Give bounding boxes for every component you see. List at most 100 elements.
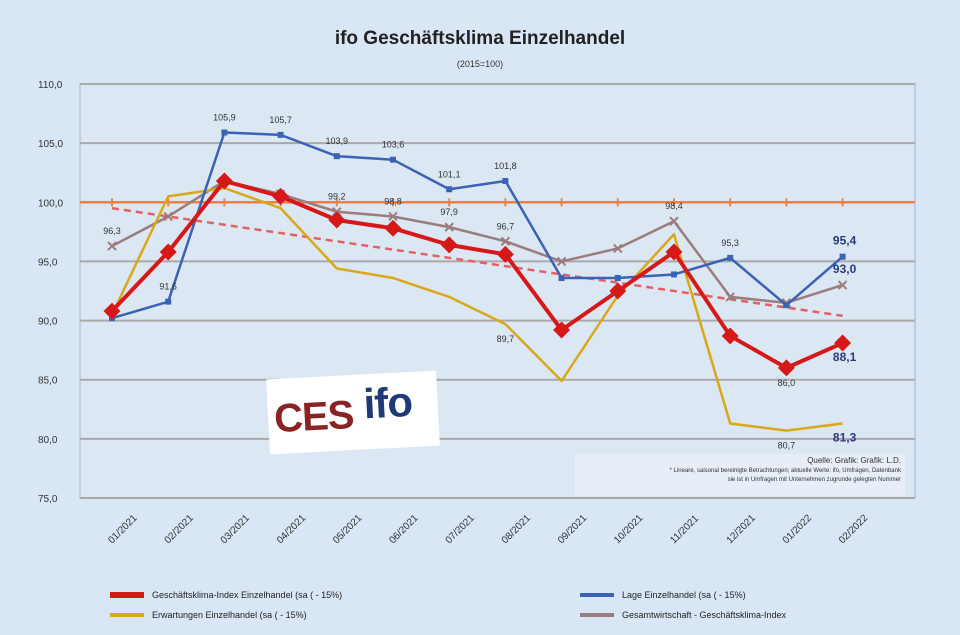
- legend-swatch: [580, 593, 614, 597]
- data-point: [727, 254, 734, 261]
- y-tick-label: 80,0: [38, 435, 58, 446]
- x-tick-label: 11/2021: [668, 513, 701, 546]
- legend-label: Lage Einzelhandel (sa ( - 15%): [622, 590, 746, 600]
- legend-swatch: [110, 592, 144, 598]
- data-point: [328, 211, 346, 229]
- data-label: 80,7: [778, 441, 796, 451]
- data-label: 103,6: [382, 140, 405, 150]
- data-point: [556, 256, 567, 267]
- data-point: [725, 292, 735, 302]
- legend-label: Gesamtwirtschaft - Geschäftsklima-Index: [622, 610, 787, 620]
- data-point: [669, 216, 679, 226]
- data-label: 86,0: [778, 378, 796, 388]
- data-point: [384, 219, 402, 237]
- y-tick-label: 90,0: [38, 317, 58, 328]
- data-point: [613, 243, 623, 254]
- x-tick-label: 10/2021: [612, 512, 646, 546]
- data-label: 101,1: [438, 169, 461, 179]
- data-point: [502, 177, 509, 184]
- data-label: 96,3: [103, 226, 121, 236]
- x-tick-label: 12/2021: [725, 512, 759, 546]
- y-tick-label: 75,0: [38, 494, 58, 505]
- data-label: 95,3: [721, 238, 739, 248]
- data-point: [165, 298, 172, 305]
- logo-ces-text: CES: [273, 393, 355, 442]
- x-tick-label: 04/2021: [275, 512, 309, 546]
- legend-item: Gesamtwirtschaft - Geschäftsklima-Index: [580, 610, 786, 620]
- data-point: [837, 280, 848, 290]
- data-point: [721, 327, 739, 345]
- x-tick-label: 05/2021: [331, 512, 365, 546]
- data-point: [440, 236, 458, 254]
- x-tick-label: 02/2021: [163, 512, 197, 546]
- data-label: 99,2: [328, 192, 346, 202]
- series-line: [111, 131, 844, 320]
- data-label: 95,4: [833, 234, 857, 248]
- trend-line: [111, 206, 843, 318]
- data-label: 91,6: [159, 282, 177, 292]
- data-label: 97,9: [440, 207, 458, 217]
- data-label: 93,0: [833, 262, 857, 276]
- chart-plot: 75,0 80,0 85,0 90,0 95,0 100,0 105,0 110,0 01/20…: [38, 80, 916, 546]
- source-line-2: * Lineare, saisonal bereinigte Betrachtu…: [669, 468, 901, 474]
- chart-legend: Geschäftsklima-Index Einzelhandel (sa ( …: [110, 582, 910, 632]
- chart-title: ifo Geschäftsklima Einzelhandel: [334, 28, 626, 49]
- x-tick-label: 03/2021: [219, 512, 253, 546]
- data-point: [159, 243, 177, 261]
- data-point: [444, 222, 454, 232]
- legend-item: Erwartungen Einzelhandel (sa ( - 15%): [110, 610, 307, 620]
- data-point: [163, 211, 173, 222]
- source-line-1: Quelle: Grafik: Grafik: L.D.: [807, 456, 901, 465]
- logo-ifo-text: ifo: [362, 377, 414, 428]
- legend-label: Erwartungen Einzelhandel (sa ( - 15%): [152, 610, 307, 620]
- legend-item: Geschäftsklima-Index Einzelhandel (sa ( …: [110, 590, 342, 600]
- y-tick-label: 100,0: [38, 198, 63, 209]
- data-point: [446, 186, 453, 193]
- plot-area: [79, 83, 916, 499]
- data-point: [834, 334, 852, 352]
- data-point: [277, 131, 284, 138]
- data-point: [221, 129, 228, 136]
- data-point: [333, 153, 340, 160]
- data-point: [614, 274, 621, 281]
- cesifo-logo: CES ifo: [266, 370, 440, 455]
- data-point: [671, 271, 677, 278]
- x-tick-label: 01/2022: [781, 512, 815, 546]
- data-label: 105,9: [213, 112, 236, 122]
- data-point: [272, 187, 290, 205]
- x-tick-label: 09/2021: [556, 512, 590, 546]
- data-label: 103,9: [326, 136, 349, 146]
- data-point: [558, 274, 565, 281]
- x-tick-label: 07/2021: [444, 512, 478, 546]
- data-label: 101,8: [494, 161, 517, 171]
- data-label: 89,7: [497, 334, 515, 344]
- legend-label: Geschäftsklima-Index Einzelhandel (sa ( …: [152, 590, 343, 600]
- series-line: [110, 186, 843, 432]
- legend-swatch: [580, 613, 614, 617]
- x-tick-label: 01/2021: [106, 512, 140, 546]
- data-point: [609, 282, 627, 300]
- data-point: [839, 253, 846, 260]
- chart-subtitle: (2015=100): [456, 59, 504, 69]
- data-point: [496, 245, 514, 263]
- data-label: 96,7: [497, 221, 515, 231]
- legend-swatch: [110, 613, 144, 617]
- data-point: [103, 302, 121, 320]
- data-label: 98,4: [665, 201, 683, 211]
- series-line: [110, 178, 844, 370]
- data-label: 98,8: [384, 196, 402, 206]
- x-tick-label: 06/2021: [387, 512, 421, 546]
- data-point: [553, 321, 571, 339]
- data-point: [107, 241, 117, 251]
- y-tick-label: 95,0: [38, 257, 58, 268]
- y-tick-label: 85,0: [38, 376, 58, 387]
- y-tick-label: 105,0: [38, 139, 63, 150]
- source-line-3: sie ist in Umfragen mit Unternehmen zugr…: [727, 477, 901, 483]
- data-label: 81,3: [833, 430, 857, 444]
- legend-item: Lage Einzelhandel (sa ( - 15%): [580, 590, 746, 600]
- data-point: [783, 302, 790, 309]
- data-point: [665, 243, 683, 261]
- data-point: [390, 156, 396, 163]
- x-tick-label: 02/2022: [837, 512, 871, 546]
